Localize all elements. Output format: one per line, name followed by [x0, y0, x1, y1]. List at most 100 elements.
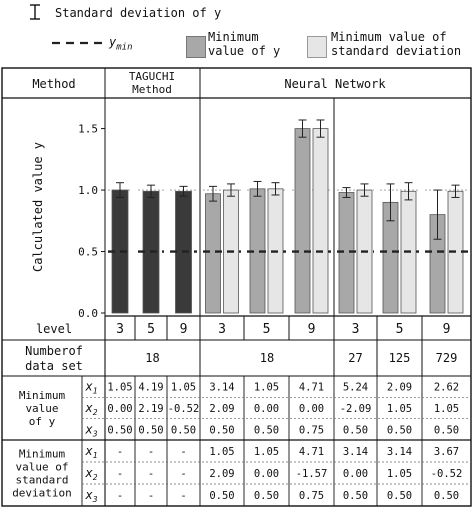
min-y-cell: 3.14 [209, 382, 234, 394]
min-y-cell: 0.50 [343, 424, 368, 436]
min-sd-cell: 4.71 [299, 446, 324, 458]
ndata-value: 18 [145, 351, 159, 365]
x-variable-subscript: 2 [93, 408, 98, 417]
min-y-cell: 5.24 [343, 382, 368, 394]
level-value: 9 [308, 322, 316, 337]
x-variable-subscript: 1 [93, 387, 98, 396]
ndata-value: 18 [260, 351, 274, 365]
min-y-cell: 4.71 [299, 382, 324, 394]
min-y-cell: 2.09 [209, 403, 234, 415]
min-sd-cell: 0.50 [343, 490, 368, 502]
min-sd-cell: 0.75 [299, 490, 324, 502]
ndata-label-line2: data set [25, 359, 83, 373]
legend-min-sd-swatch [307, 36, 327, 58]
min-y-cell: 0.50 [209, 424, 234, 436]
min-sd-cell: 0.50 [387, 490, 412, 502]
min-y-cell: 2.19 [138, 403, 163, 415]
min-y-cell: 0.50 [434, 424, 459, 436]
min-y-row-label: Minimum [19, 389, 66, 402]
bar-min_sd [312, 128, 329, 314]
bar-min_y [338, 192, 355, 314]
min-sd-cell: -0.52 [431, 468, 463, 480]
min-sd-cell: 3.67 [434, 446, 459, 458]
level-row-label: level [36, 322, 72, 336]
ndata-value: 125 [389, 351, 411, 365]
min-sd-cell: 0.50 [209, 490, 234, 502]
min-y-cell: 0.50 [138, 424, 163, 436]
x-variable-label: x1 [84, 444, 97, 460]
method-label: Method [32, 77, 75, 91]
min-sd-cell: - [117, 490, 123, 502]
min-sd-cell: 3.14 [387, 446, 412, 458]
min-sd-cell: - [148, 468, 154, 480]
min-sd-row-label: value of [16, 461, 69, 474]
min-sd-cell: - [148, 490, 154, 502]
min-y-cell: 0.00 [107, 403, 132, 415]
min-y-cell: 2.09 [387, 382, 412, 394]
min-sd-cell: - [180, 446, 186, 458]
x-variable-subscript: 3 [92, 495, 98, 504]
y-axis-title: Calculated value y [31, 142, 45, 272]
y-tick-label: 1.0 [78, 184, 98, 197]
ndata-value: 729 [436, 351, 458, 365]
legend-min-y-line1: Minimum [208, 30, 259, 44]
y-tick-label: 1.5 [78, 123, 98, 136]
legend-std-dev-label: Standard deviation of y [55, 6, 222, 20]
x-variable-label: x2 [84, 401, 97, 417]
outer-frame [1, 67, 472, 507]
min-sd-cell: - [117, 468, 123, 480]
min-sd-row-label: standard [16, 474, 69, 487]
min-sd-cell: -1.57 [296, 468, 328, 480]
error-bar-legend-icon [30, 4, 40, 20]
min-y-cell: 1.05 [387, 403, 412, 415]
min-y-cell: 0.00 [254, 403, 279, 415]
y-tick-label: 0.5 [78, 246, 98, 259]
min-y-cell: 0.50 [171, 424, 196, 436]
min-sd-cell: 0.50 [254, 490, 279, 502]
min-sd-cell: 1.05 [387, 468, 412, 480]
y-tick-group: 0.0 0.5 1.0 1.5 [78, 123, 105, 320]
min-y-cell: 0.50 [387, 424, 412, 436]
min-y-cell: -2.09 [340, 403, 372, 415]
min-sd-cell: - [180, 490, 186, 502]
min-sd-cell: 3.14 [343, 446, 368, 458]
level-value: 9 [443, 322, 451, 337]
taguchi-label-line2: Method [132, 83, 172, 96]
ndata-label-line1: Numberof [25, 344, 83, 358]
min-y-cell: 1.05 [434, 403, 459, 415]
level-value: 5 [263, 322, 271, 337]
legend-ymin-subscript: min [116, 42, 133, 53]
min-sd-row-label: deviation [12, 487, 72, 500]
legend-min-sd-line1: Minimum value of [331, 30, 447, 44]
bar-min_y [294, 128, 311, 314]
legend-ymin-label: ymin [109, 36, 133, 54]
min-sd-row-label: Minimum [19, 448, 66, 461]
min-sd-cell: 1.05 [209, 446, 234, 458]
min-y-cell: 4.19 [138, 382, 163, 394]
min-sd-cell: 1.05 [254, 446, 279, 458]
min-y-cell: 1.05 [254, 382, 279, 394]
x-variable-label: x2 [84, 466, 97, 482]
x-variable-label: x3 [84, 488, 97, 504]
ymin-line-legend-icon [52, 41, 104, 45]
level-value: 3 [352, 322, 360, 337]
ndata-value: 27 [348, 351, 362, 365]
x-variable-label: x1 [84, 380, 97, 396]
x-variable-label: x3 [84, 422, 97, 438]
min-y-cell: 1.05 [171, 382, 196, 394]
min-sd-cell: - [180, 468, 186, 480]
min-y-cell: 1.05 [107, 382, 132, 394]
legend-min-y-swatch [186, 36, 206, 58]
x-variable-subscript: 2 [93, 473, 98, 482]
min-y-cell: 0.50 [107, 424, 132, 436]
level-value: 5 [396, 322, 404, 337]
level-value: 3 [218, 322, 226, 337]
x-variable-subscript: 1 [93, 451, 98, 460]
min-y-cell: 2.62 [434, 382, 459, 394]
min-y-cell: -0.52 [168, 403, 200, 415]
level-value: 3 [116, 322, 124, 337]
min-sd-cell: - [148, 446, 154, 458]
bar-group [111, 119, 464, 314]
min-sd-cell: 0.50 [434, 490, 459, 502]
